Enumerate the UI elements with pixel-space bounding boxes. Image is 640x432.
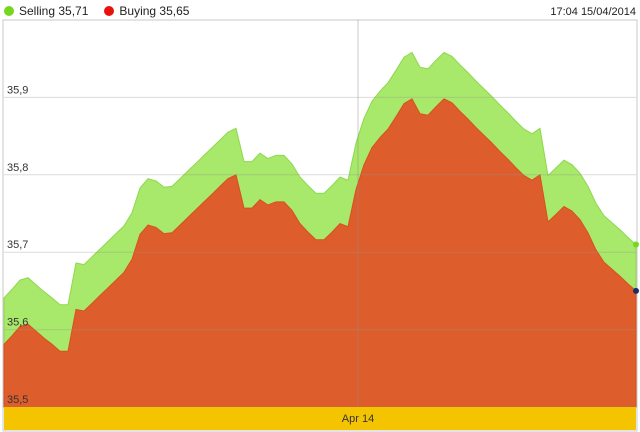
y-tick-label: 35,8 [7,162,28,174]
area-buying [3,98,637,408]
legend-label-buying: Buying 35,65 [119,4,190,18]
y-tick-label: 35,6 [7,317,28,329]
y-tick-label: 35,9 [7,84,28,96]
buying-dot-icon [104,6,115,16]
timestamp: 17:04 15/04/2014 [550,6,636,18]
legend-label-selling: Selling 35,71 [19,4,89,18]
last-selling-marker [633,241,639,248]
legend-item-selling[interactable]: Selling 35,71 [4,4,88,18]
legend: Selling 35,71 Buying 35,65 [4,4,199,18]
date-band-label: Apr 14 [342,413,374,425]
selling-dot-icon [4,6,14,16]
y-tick-label: 35,7 [7,239,28,251]
y-tick-label: 35,5 [7,394,28,406]
date-band [4,407,636,430]
last-buying-marker [633,287,639,294]
legend-item-buying[interactable]: Buying 35,65 [104,4,189,18]
